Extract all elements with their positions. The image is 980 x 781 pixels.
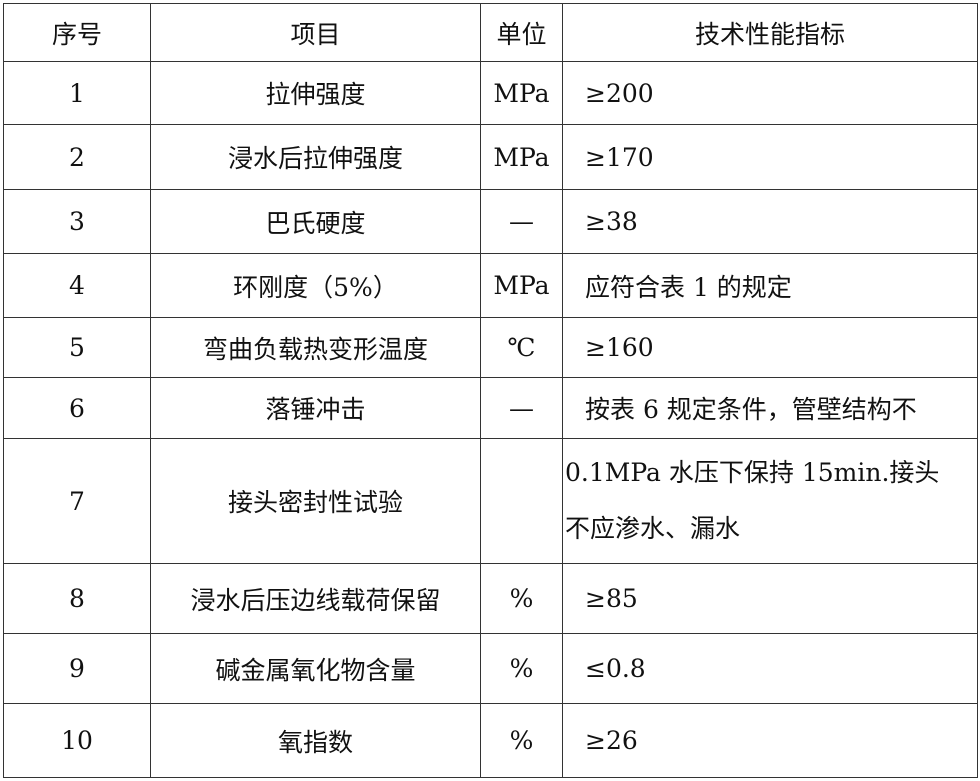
row-no: 8 (3, 563, 151, 634)
row-unit: — (480, 377, 563, 439)
row-spec: 按表 6 规定条件，管壁结构不 (562, 377, 978, 439)
row-item: 碱金属氧化物含量 (150, 633, 481, 704)
row-unit: % (480, 703, 563, 778)
row-unit: MPa (480, 61, 563, 125)
row-spec: 0.1MPa 水压下保持 15min.接头 不应渗水、漏水 (562, 438, 978, 564)
header-row: 序号 项目 单位 技术性能指标 (3, 3, 978, 62)
row-no: 6 (3, 377, 151, 439)
table-row: 1 拉伸强度 MPa ≥200 (3, 61, 978, 125)
table-row: 10 氧指数% ≥26 (3, 703, 978, 778)
row-unit: % (480, 563, 563, 634)
header-spec: 技术性能指标 (562, 3, 978, 62)
row-spec: ≤0.8 (562, 633, 978, 704)
row-spec: 应符合表 1 的规定 (562, 253, 978, 318)
header-item: 项目 (150, 3, 481, 62)
row-unit (480, 438, 563, 564)
row-no: 5 (3, 317, 151, 378)
row-unit: ℃ (480, 317, 563, 378)
spec-line: 0.1MPa 水压下保持 15min.接头 (565, 458, 940, 487)
table-row: 2 浸水后拉伸强度 MPa ≥170 (3, 124, 978, 190)
row-spec: ≥38 (562, 189, 978, 254)
row-item: 氧指数 (150, 703, 481, 778)
row-item: 浸水后拉伸强度 (150, 124, 481, 190)
spec-line: 不应渗水、漏水 (565, 514, 741, 543)
spec-table: 序号 项目 单位 技术性能指标 1 拉伸强度 MPa ≥200 2 浸水后拉伸强度 MPa ≥… (3, 3, 978, 778)
table-row: 7 接头密封性试验 0.1MPa 水压下保持 15min.接头 不应渗水、漏水 (3, 438, 978, 564)
row-item: 接头密封性试验 (150, 438, 481, 564)
row-item: 拉伸强度 (150, 61, 481, 125)
header-unit: 单位 (480, 3, 563, 62)
header-no: 序号 (3, 3, 151, 62)
row-no: 9 (3, 633, 151, 704)
row-item: 巴氏硬度 (150, 189, 481, 254)
row-unit: MPa (480, 253, 563, 318)
row-no: 7 (3, 438, 151, 564)
row-no: 10 (3, 703, 151, 778)
table-row: 8 浸水后压边线载荷保留% ≥85 (3, 563, 978, 634)
table-row: 4 环刚度（5%） MPa 应符合表 1 的规定 (3, 253, 978, 318)
table-row: 3 巴氏硬度 — ≥38 (3, 189, 978, 254)
row-spec: ≥160 (562, 317, 978, 378)
row-item: 落锤冲击 (150, 377, 481, 439)
row-unit: — (480, 189, 563, 254)
row-unit: MPa (480, 124, 563, 190)
row-no: 1 (3, 61, 151, 125)
row-no: 4 (3, 253, 151, 318)
row-no: 3 (3, 189, 151, 254)
row-unit: % (480, 633, 563, 704)
row-item: 浸水后压边线载荷保留 (150, 563, 481, 634)
row-spec: ≥85 (562, 563, 978, 634)
row-spec: ≥200 (562, 61, 978, 125)
row-spec: ≥170 (562, 124, 978, 190)
row-spec: ≥26 (562, 703, 978, 778)
table-row: 6 落锤冲击 — 按表 6 规定条件，管壁结构不 (3, 377, 978, 439)
row-item: 环刚度（5%） (150, 253, 481, 318)
row-no: 2 (3, 124, 151, 190)
row-item: 弯曲负载热变形温度 (150, 317, 481, 378)
table-row: 5 弯曲负载热变形温度 ℃ ≥160 (3, 317, 978, 378)
table-row: 9 碱金属氧化物含量% ≤0.8 (3, 633, 978, 704)
